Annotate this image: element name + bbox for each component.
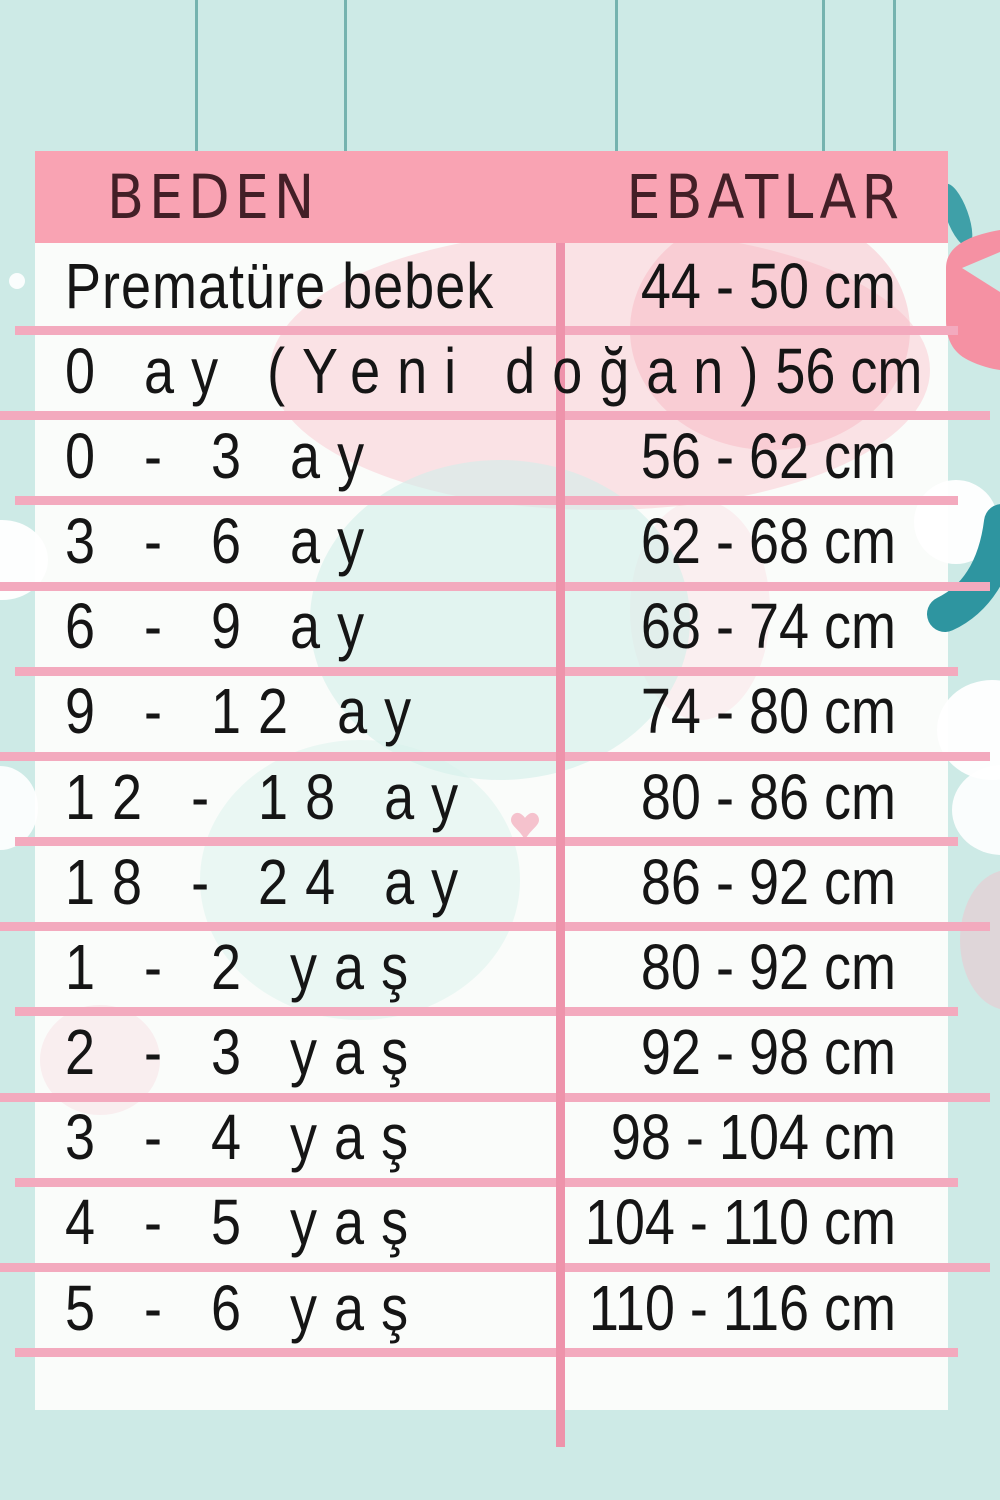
row-separator-line (15, 1177, 958, 1187)
table-row: 0 ay (Yeni doğan) 56 cm (35, 328, 948, 415)
hanging-string-icon (344, 0, 347, 153)
range-cell: 44 - 50 cm (640, 251, 896, 322)
column-header-beden: BEDEN (107, 161, 320, 233)
table-header: BEDEN EBATLAR (35, 151, 948, 243)
range-cell: 98 - 104 cm (610, 1102, 896, 1174)
size-cell: 3 - 6 ay (65, 506, 382, 578)
range-cell: 110 - 116 cm (588, 1273, 896, 1344)
table-row: 4 - 5 yaş 104 - 110 cm (35, 1180, 948, 1267)
size-cell: 5 - 6 yaş (65, 1273, 426, 1344)
row-separator-line (15, 1348, 958, 1358)
table-row: 3 - 6 ay 62 - 68 cm (35, 499, 948, 586)
table-row: 18 - 24 ay 86 - 92 cm (35, 839, 948, 926)
range-cell: 86 - 92 cm (640, 847, 896, 919)
size-cell: 12 - 18 ay (65, 762, 476, 833)
white-dot-decoration (9, 273, 25, 289)
table-row: 0 - 3 ay 56 - 62 cm (35, 413, 948, 500)
table-background (35, 243, 948, 1410)
range-cell: 56 - 62 cm (640, 421, 896, 493)
range-cell: 104 - 110 cm (584, 1187, 896, 1259)
range-cell: 68 - 74 cm (640, 591, 896, 663)
range-cell: 80 - 92 cm (640, 932, 896, 1004)
row-separator-line (15, 837, 958, 847)
column-divider-line (556, 243, 565, 1447)
table-row: 6 - 9 ay 68 - 74 cm (35, 584, 948, 671)
size-cell: 1 - 2 yaş (65, 932, 426, 1004)
row-separator-line (0, 1262, 990, 1272)
table-row: 12 - 18 ay 80 - 86 cm (35, 754, 948, 841)
range-cell: 62 - 68 cm (640, 506, 896, 578)
row-separator-line (0, 411, 990, 421)
hanging-string-icon (822, 0, 825, 153)
hanging-string-icon (195, 0, 198, 153)
column-header-ebatlar: EBATLAR (626, 161, 904, 233)
range-cell: 56 cm (775, 336, 923, 408)
table-row: 1 - 2 yaş 80 - 92 cm (35, 924, 948, 1011)
size-cell: 0 - 3 ay (65, 421, 382, 493)
size-cell: 0 ay (Yeni doğan) (65, 336, 776, 408)
table-row: 3 - 4 yaş 98 - 104 cm (35, 1095, 948, 1182)
table-row: 9 - 12 ay 74 - 80 cm (35, 669, 948, 756)
row-separator-line (0, 1092, 990, 1102)
hanging-string-icon (615, 0, 618, 153)
table-row: 2 - 3 yaş 92 - 98 cm (35, 1010, 948, 1097)
table-row: Prematüre bebek 44 - 50 cm (35, 243, 948, 330)
size-cell: Prematüre bebek (65, 251, 495, 322)
range-cell: 80 - 86 cm (640, 762, 896, 833)
size-cell: 6 - 9 ay (65, 591, 382, 663)
size-cell: 4 - 5 yaş (65, 1187, 426, 1259)
row-separator-line (15, 326, 958, 335)
hanging-string-icon (893, 0, 896, 153)
size-cell: 2 - 3 yaş (65, 1017, 426, 1089)
range-cell: 74 - 80 cm (640, 676, 896, 748)
row-separator-line (0, 922, 990, 932)
table-row: 5 - 6 yaş 110 - 116 cm (35, 1265, 948, 1352)
range-cell: 92 - 98 cm (640, 1017, 896, 1089)
size-cell: 9 - 12 ay (65, 676, 429, 748)
size-cell: 18 - 24 ay (65, 847, 476, 919)
size-cell: 3 - 4 yaş (65, 1102, 426, 1174)
row-separator-line (15, 1007, 958, 1017)
